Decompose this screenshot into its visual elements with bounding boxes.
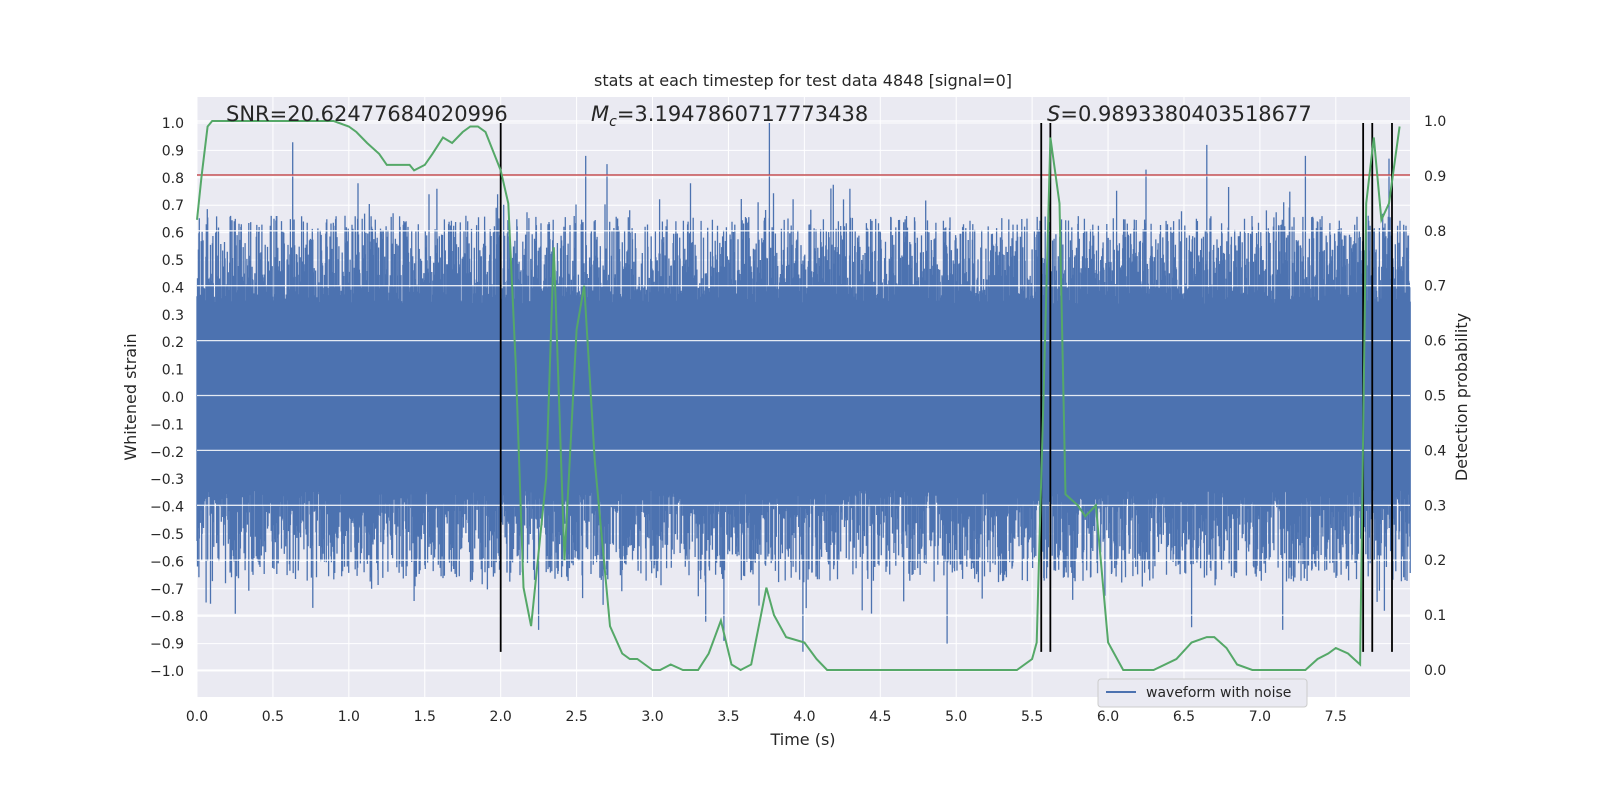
- x-tick-label: 1.0: [338, 709, 360, 725]
- probability-series: [196, 120, 1401, 672]
- x-tick-label: 7.5: [1325, 709, 1347, 725]
- y2-tick-label: 0.7: [1424, 279, 1446, 295]
- y-tick-label: −0.5: [150, 527, 184, 543]
- legend-label: waveform with noise: [1146, 685, 1291, 701]
- y-tick-label: 0.6: [162, 226, 184, 242]
- y-tick-label: 0.5: [162, 253, 184, 269]
- y2-tick-label: 0.3: [1424, 498, 1446, 514]
- grid-overlay: [197, 120, 1410, 671]
- y2-axis-ticks: 1.0 0.9 0.8 0.7 0.6 0.5 0.4 0.3 0.2 0.1 0.0: [1424, 114, 1446, 679]
- y2-tick-label: 0.9: [1424, 169, 1446, 185]
- x-tick-label: 5.5: [1021, 709, 1043, 725]
- x-tick-label: 0.0: [186, 709, 208, 725]
- y-tick-label: −0.8: [150, 609, 184, 625]
- y2-tick-label: 0.2: [1424, 553, 1446, 569]
- y-tick-label: 0.9: [162, 143, 184, 159]
- y-tick-label: 0.8: [162, 171, 184, 187]
- snr-annotation: SNR=20.62477684020996: [226, 102, 508, 126]
- y-tick-label: −0.4: [150, 500, 184, 516]
- y-tick-label: 0.4: [162, 280, 184, 296]
- y-tick-label: −1.0: [150, 664, 184, 680]
- y-tick-label: 1.0: [162, 116, 184, 132]
- y2-tick-label: 1.0: [1424, 114, 1446, 130]
- x-axis-ticks: 0.0 0.5 1.0 1.5 2.0 2.5 3.0 3.5 4.0 4.5 5.0 5.5 6.0 6…: [186, 709, 1347, 725]
- chirp-mass-annotation: Mc=3.1947860717773438: [591, 102, 868, 130]
- y-tick-label: −0.1: [150, 417, 184, 433]
- y2-tick-label: 0.0: [1424, 663, 1446, 679]
- x-tick-label: 6.5: [1173, 709, 1195, 725]
- score-annotation: S=0.9893380403518677: [1047, 102, 1312, 126]
- score-value: =0.9893380403518677: [1060, 102, 1311, 126]
- y-tick-label: −0.6: [150, 554, 184, 570]
- y-tick-label: −0.7: [150, 582, 184, 598]
- waveform-series: [196, 123, 1411, 652]
- y-tick-label: −0.2: [150, 445, 184, 461]
- y-tick-label: 0.3: [162, 308, 184, 324]
- score-symbol: S: [1047, 102, 1060, 126]
- y2-axis-label: Detection probability: [1452, 313, 1471, 481]
- y2-tick-label: 0.5: [1424, 389, 1446, 405]
- y-tick-label: 0.1: [162, 363, 184, 379]
- x-tick-label: 4.5: [869, 709, 891, 725]
- chart-title: stats at each timestep for test data 484…: [594, 71, 1012, 90]
- x-tick-label: 4.0: [793, 709, 815, 725]
- y-tick-label: −0.3: [150, 472, 184, 488]
- y-tick-label: −0.9: [150, 637, 184, 653]
- y2-tick-label: 0.8: [1424, 224, 1446, 240]
- x-tick-label: 1.5: [414, 709, 436, 725]
- y2-tick-label: 0.4: [1424, 443, 1446, 459]
- probability-line: [196, 120, 1401, 672]
- legend-box: [1097, 678, 1308, 708]
- x-tick-label: 2.0: [490, 709, 512, 725]
- x-tick-label: 3.5: [717, 709, 739, 725]
- chirp-mass-value: =3.1947860717773438: [617, 102, 868, 126]
- y-tick-label: 0.0: [162, 390, 184, 406]
- x-axis-label: Time (s): [769, 730, 835, 749]
- x-tick-label: 7.0: [1249, 709, 1271, 725]
- y2-tick-label: 0.6: [1424, 334, 1446, 350]
- y2-tick-label: 0.1: [1424, 608, 1446, 624]
- x-tick-label: 5.0: [945, 709, 967, 725]
- x-tick-label: 3.0: [641, 709, 663, 725]
- y-tick-label: 0.2: [162, 335, 184, 351]
- legend: waveform with noise: [1097, 678, 1308, 708]
- x-tick-label: 0.5: [262, 709, 284, 725]
- x-tick-label: 6.0: [1097, 709, 1119, 725]
- y-tick-label: 0.7: [162, 198, 184, 214]
- y-axis-label: Whitened strain: [121, 333, 140, 460]
- y-axis-ticks: 1.0 0.9 0.8 0.7 0.6 0.5 0.4 0.3 0.2 0.1 0.0 −0.1 −0.…: [150, 116, 184, 680]
- x-tick-label: 2.5: [565, 709, 587, 725]
- chirp-mass-subscript: c: [609, 114, 617, 130]
- chirp-mass-symbol: M: [591, 102, 609, 126]
